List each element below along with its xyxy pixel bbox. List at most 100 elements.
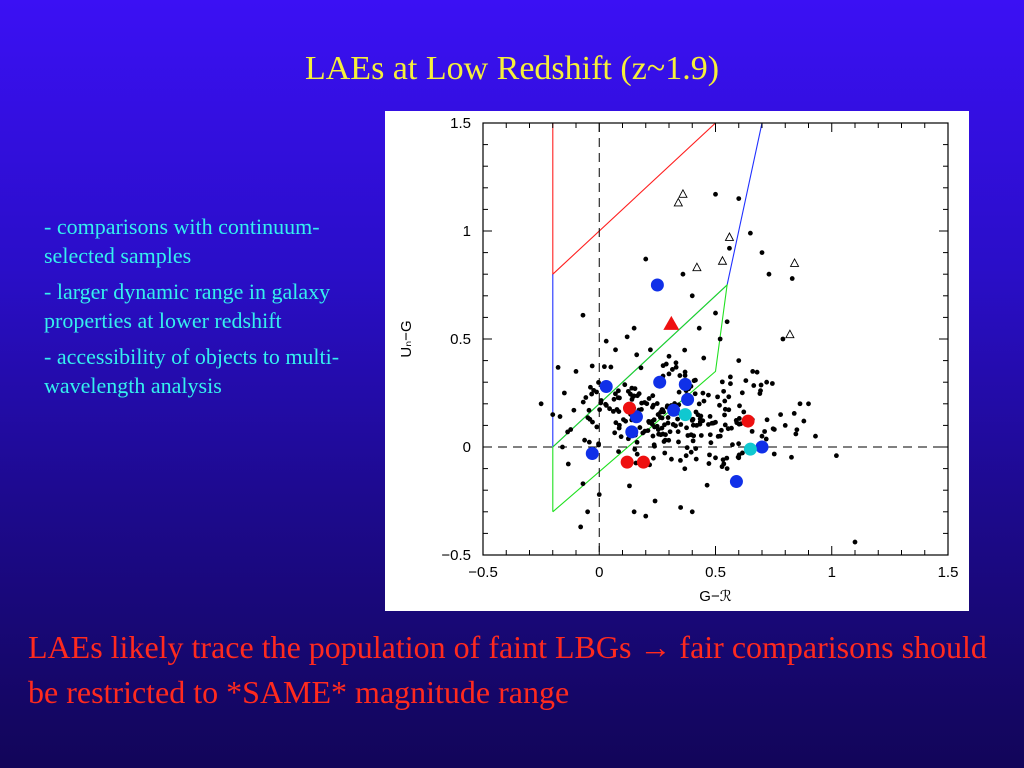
- data-point-dot: [665, 420, 671, 426]
- y-tick-label: 1.5: [450, 115, 471, 132]
- data-point-dot: [585, 509, 591, 515]
- data-point-dot: [707, 414, 713, 419]
- axis-labels: −0.5 0 0.5 1 1.5 −0.5 0 0.5 1 1.5 G−ℛ Uₙ−G: [398, 115, 958, 605]
- data-point-dot: [632, 446, 638, 452]
- data-point-dot: [645, 428, 651, 434]
- data-point-dot: [684, 425, 689, 431]
- data-point-dot: [688, 449, 694, 455]
- data-point-dot: [721, 388, 727, 394]
- data-point-dot: [754, 369, 760, 375]
- x-tick-label: 0.5: [705, 564, 726, 581]
- data-point-dot: [689, 293, 695, 299]
- data-point-dot: [571, 407, 577, 413]
- data-point-circle: [653, 375, 667, 389]
- selection-boxes: [552, 122, 763, 513]
- data-point-dot: [643, 256, 649, 262]
- data-point-dot: [594, 424, 600, 430]
- data-point-dot: [591, 387, 597, 393]
- x-tick-label: 1.5: [938, 564, 959, 581]
- data-point-dot: [652, 443, 657, 449]
- data-point-dot: [693, 409, 699, 415]
- data-point-dot: [660, 431, 666, 437]
- data-point-dot: [717, 336, 723, 342]
- data-point-dot: [662, 422, 667, 428]
- data-point-dot: [677, 373, 683, 378]
- data-point-dot: [718, 427, 724, 433]
- data-point-dot: [589, 391, 595, 397]
- data-point-dot: [627, 483, 632, 489]
- data-point-dot: [793, 431, 799, 437]
- x-axis-label: G−ℛ: [699, 588, 731, 605]
- data-point-dot: [634, 451, 640, 457]
- data-point-dot: [678, 422, 684, 427]
- slide-title: LAEs at Low Redshift (z~1.9): [304, 50, 720, 87]
- data-point-dot: [655, 412, 661, 417]
- data-point-dot: [707, 432, 713, 438]
- data-point-dot: [596, 492, 602, 497]
- data-point-dot: [719, 379, 725, 385]
- data-point-dot: [646, 420, 652, 425]
- data-point-dot: [758, 382, 764, 388]
- data-point-dot: [673, 360, 679, 366]
- data-point-dot: [631, 393, 637, 399]
- data-point-dot: [632, 386, 638, 392]
- data-point-dot: [589, 363, 595, 369]
- data-point-dot: [652, 498, 658, 504]
- data-point-dot: [613, 391, 618, 397]
- data-point-dot: [568, 427, 574, 432]
- data-point-circle: [678, 408, 692, 422]
- data-point-dot: [683, 453, 689, 459]
- data-point-dot: [646, 396, 652, 401]
- data-point-dot: [697, 421, 703, 427]
- bullet-list: - comparisons with continuum-selected sa…: [44, 212, 374, 407]
- data-point-dot: [616, 422, 622, 428]
- data-point-dot: [682, 347, 688, 353]
- data-point-dot: [666, 353, 672, 359]
- data-point-circle: [743, 442, 757, 456]
- data-point-dot: [725, 426, 731, 432]
- data-point-dot: [806, 401, 811, 407]
- data-point-dot: [538, 401, 544, 407]
- data-point-dot: [650, 404, 655, 410]
- bullet-item: - larger dynamic range in galaxy propert…: [44, 279, 331, 333]
- data-point-dot: [596, 380, 601, 385]
- data-point-dot: [682, 373, 688, 378]
- data-point-dot: [613, 347, 618, 353]
- data-point-dot: [700, 418, 706, 424]
- data-point-dot: [596, 441, 601, 447]
- data-point-dot: [583, 395, 589, 400]
- data-point-dot: [789, 454, 794, 460]
- data-point-dot: [650, 393, 656, 399]
- data-point-dot: [736, 452, 742, 458]
- data-point-dot: [580, 399, 586, 405]
- x-tick-label: −0.5: [468, 564, 498, 581]
- data-point-dot: [634, 352, 640, 358]
- data-point-dot: [736, 421, 742, 427]
- data-point-dot: [751, 383, 757, 388]
- x-tick-label: 0: [595, 564, 603, 581]
- data-point-dot: [608, 364, 614, 370]
- data-point-dot: [727, 245, 732, 251]
- data-point-dot: [612, 430, 618, 436]
- data-point-dot: [661, 439, 667, 444]
- data-point-dot: [676, 389, 682, 395]
- data-point-dot: [638, 365, 644, 371]
- data-point-dot: [637, 425, 643, 430]
- data-point-dot: [666, 437, 672, 443]
- data-point-dot: [560, 444, 565, 450]
- data-point-dot: [660, 363, 666, 369]
- data-point-dot: [573, 369, 579, 374]
- scatter-plot-panel: −0.5 0 0.5 1 1.5 −0.5 0 0.5 1 1.5 G−ℛ Uₙ−G: [385, 111, 969, 611]
- data-point-dot: [724, 466, 730, 471]
- data-point-dot: [614, 407, 620, 412]
- data-point-dot: [603, 338, 609, 344]
- data-point-dot: [582, 437, 588, 443]
- data-point-dot: [701, 398, 707, 404]
- data-point-dot: [651, 455, 656, 461]
- data-point-circle: [625, 425, 639, 439]
- data-point-dot: [762, 429, 768, 434]
- data-point-dot: [659, 415, 665, 421]
- data-point-triangle-open: [673, 197, 684, 207]
- data-point-dot: [635, 393, 640, 399]
- data-point-dot: [603, 401, 608, 407]
